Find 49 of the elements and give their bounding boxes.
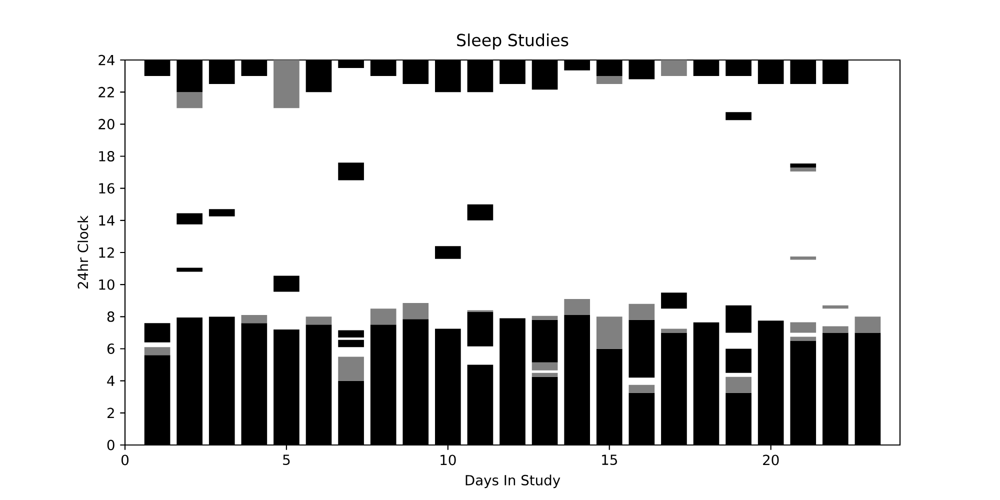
bar <box>241 315 268 324</box>
bar <box>726 112 752 120</box>
bar <box>338 340 364 348</box>
bar <box>726 376 752 393</box>
bar <box>854 316 881 333</box>
bar <box>176 213 202 224</box>
bar <box>402 303 429 320</box>
y-tick-label: 0 <box>107 440 114 450</box>
x-tick-label: 10 <box>440 454 456 466</box>
x-tick-label: 0 <box>122 454 128 466</box>
bar <box>564 299 590 316</box>
chart-title: Sleep Studies <box>457 34 568 50</box>
bar <box>144 323 170 342</box>
y-tick-label: 16 <box>99 183 114 194</box>
bar <box>661 328 687 333</box>
bar <box>661 292 687 309</box>
bar <box>628 384 655 393</box>
x-tick-label: 5 <box>283 454 290 466</box>
y-tick-label: 18 <box>99 151 114 162</box>
x-axis-title: Days In Study <box>466 474 560 488</box>
bar <box>467 204 494 220</box>
x-tick-label: 15 <box>602 454 617 466</box>
bar <box>144 347 170 356</box>
bar <box>338 356 364 381</box>
bar <box>790 336 816 341</box>
bar <box>822 326 848 333</box>
y-axis-title: 24hr Clock <box>77 216 88 289</box>
bar <box>370 308 396 325</box>
y-tick-label: 8 <box>107 311 114 322</box>
bar <box>306 316 332 325</box>
bar <box>596 316 622 349</box>
y-tick-label: 22 <box>98 86 114 98</box>
bar <box>628 320 655 378</box>
bar <box>338 330 364 338</box>
y-tick-label: 6 <box>107 344 114 354</box>
bar <box>790 163 816 168</box>
y-tick-label: 12 <box>99 247 114 258</box>
bar <box>338 162 364 180</box>
bar <box>726 305 752 333</box>
bar <box>726 348 752 373</box>
y-tick-label: 20 <box>98 118 114 130</box>
y-tick-label: 24 <box>98 54 114 66</box>
y-tick-label: 14 <box>99 215 114 226</box>
y-tick-label: 2 <box>107 408 114 418</box>
y-tick-label: 4 <box>107 376 114 386</box>
x-tick-label: 20 <box>763 454 779 466</box>
bar <box>532 320 558 362</box>
y-tick-label: 10 <box>99 279 114 290</box>
bar <box>532 372 558 377</box>
